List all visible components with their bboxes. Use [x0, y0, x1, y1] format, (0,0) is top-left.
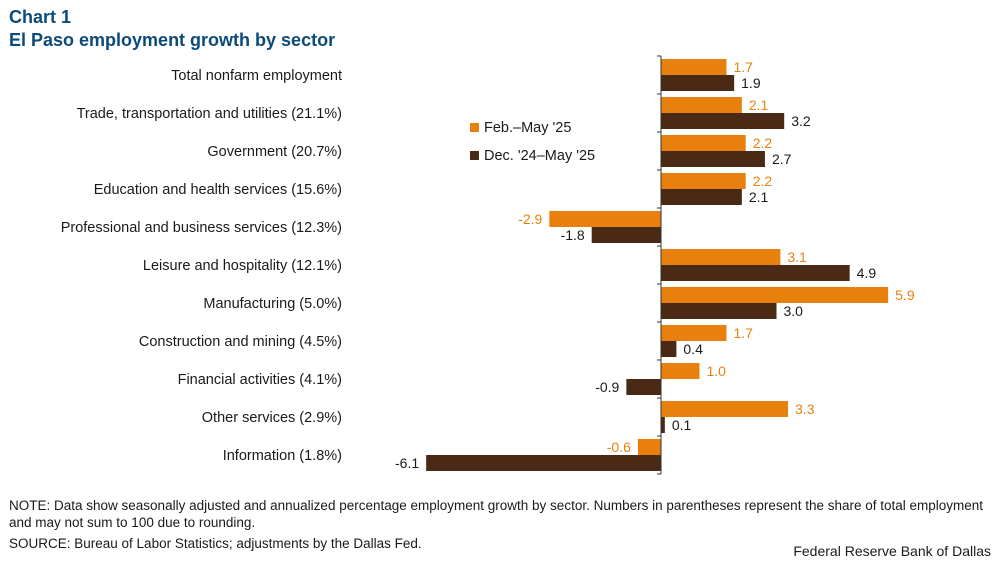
bar-series-1 [661, 287, 889, 303]
bar-series-2 [661, 151, 765, 167]
data-label: -6.1 [395, 455, 419, 471]
data-label: 1.0 [707, 363, 727, 379]
publisher-credit: Federal Reserve Bank of Dallas [793, 543, 991, 559]
data-label: 3.0 [784, 303, 804, 319]
chart-note: NOTE: Data show seasonally adjusted and … [9, 498, 984, 530]
chart-title: El Paso employment growth by sector [9, 30, 336, 50]
data-label: -2.9 [518, 211, 542, 227]
bar-series-1 [661, 135, 746, 151]
bar-series-2 [661, 189, 742, 205]
bar-series-2 [661, 75, 735, 91]
data-label: 2.1 [749, 189, 769, 205]
category-label: Education and health services (15.6%) [94, 182, 342, 198]
bar-series-1 [661, 363, 700, 379]
data-label: 0.4 [683, 341, 703, 357]
data-label: 2.2 [753, 135, 773, 151]
bar-series-2 [661, 113, 785, 129]
data-label: 2.2 [753, 173, 773, 189]
category-label: Information (1.8%) [223, 448, 342, 464]
bar-series-2 [661, 417, 665, 433]
category-label: Total nonfarm employment [171, 68, 342, 84]
data-label: 5.9 [895, 287, 915, 303]
category-label: Trade, transportation and utilities (21.… [77, 106, 342, 122]
category-label: Professional and business services (12.3… [61, 220, 342, 236]
category-label: Leisure and hospitality (12.1%) [143, 258, 342, 274]
bar-series-2 [426, 455, 661, 471]
bar-series-2 [661, 303, 777, 319]
data-label: 2.1 [749, 97, 769, 113]
data-label: 1.9 [741, 75, 761, 91]
category-label: Manufacturing (5.0%) [203, 296, 342, 312]
data-label: 3.3 [795, 401, 815, 417]
legend-swatch-1 [470, 123, 479, 132]
bar-series-1 [549, 211, 661, 227]
data-label: 3.2 [791, 113, 811, 129]
bar-series-1 [661, 173, 746, 189]
data-label: -1.8 [561, 227, 585, 243]
chart-number: Chart 1 [9, 7, 72, 27]
category-label: Other services (2.9%) [202, 410, 342, 426]
bar-series-1 [661, 401, 789, 417]
bar-series-2 [591, 227, 661, 243]
bar-series-2 [626, 379, 661, 395]
data-label: -0.6 [607, 439, 631, 455]
data-label: 1.7 [733, 325, 753, 341]
data-label: -0.9 [595, 379, 619, 395]
data-label: 3.1 [787, 249, 807, 265]
bar-series-1 [661, 325, 727, 341]
category-label: Financial activities (4.1%) [178, 372, 342, 388]
bar-series-2 [661, 341, 677, 357]
legend-label-2: Dec. '24–May '25 [484, 148, 595, 164]
chart-source: SOURCE: Bureau of Labor Statistics; adju… [9, 536, 422, 551]
bar-series-1 [637, 439, 661, 455]
bar-series-1 [661, 59, 727, 75]
data-label: 1.7 [733, 59, 753, 75]
category-label: Government (20.7%) [207, 144, 342, 160]
legend-swatch-2 [470, 151, 479, 160]
chart-footer: NOTE: Data show seasonally adjusted and … [9, 497, 989, 552]
bar-series-2 [661, 265, 850, 281]
bar-series-1 [661, 97, 742, 113]
category-label: Construction and mining (4.5%) [139, 334, 342, 350]
chart-header: Chart 1 El Paso employment growth by sec… [9, 6, 335, 52]
data-label: 2.7 [772, 151, 792, 167]
data-label: 0.1 [672, 417, 692, 433]
bar-series-1 [661, 249, 781, 265]
bar-chart: Total nonfarm employment Trade, transport… [61, 55, 915, 475]
legend-label-1: Feb.–May '25 [484, 120, 571, 136]
data-label: 4.9 [857, 265, 877, 281]
